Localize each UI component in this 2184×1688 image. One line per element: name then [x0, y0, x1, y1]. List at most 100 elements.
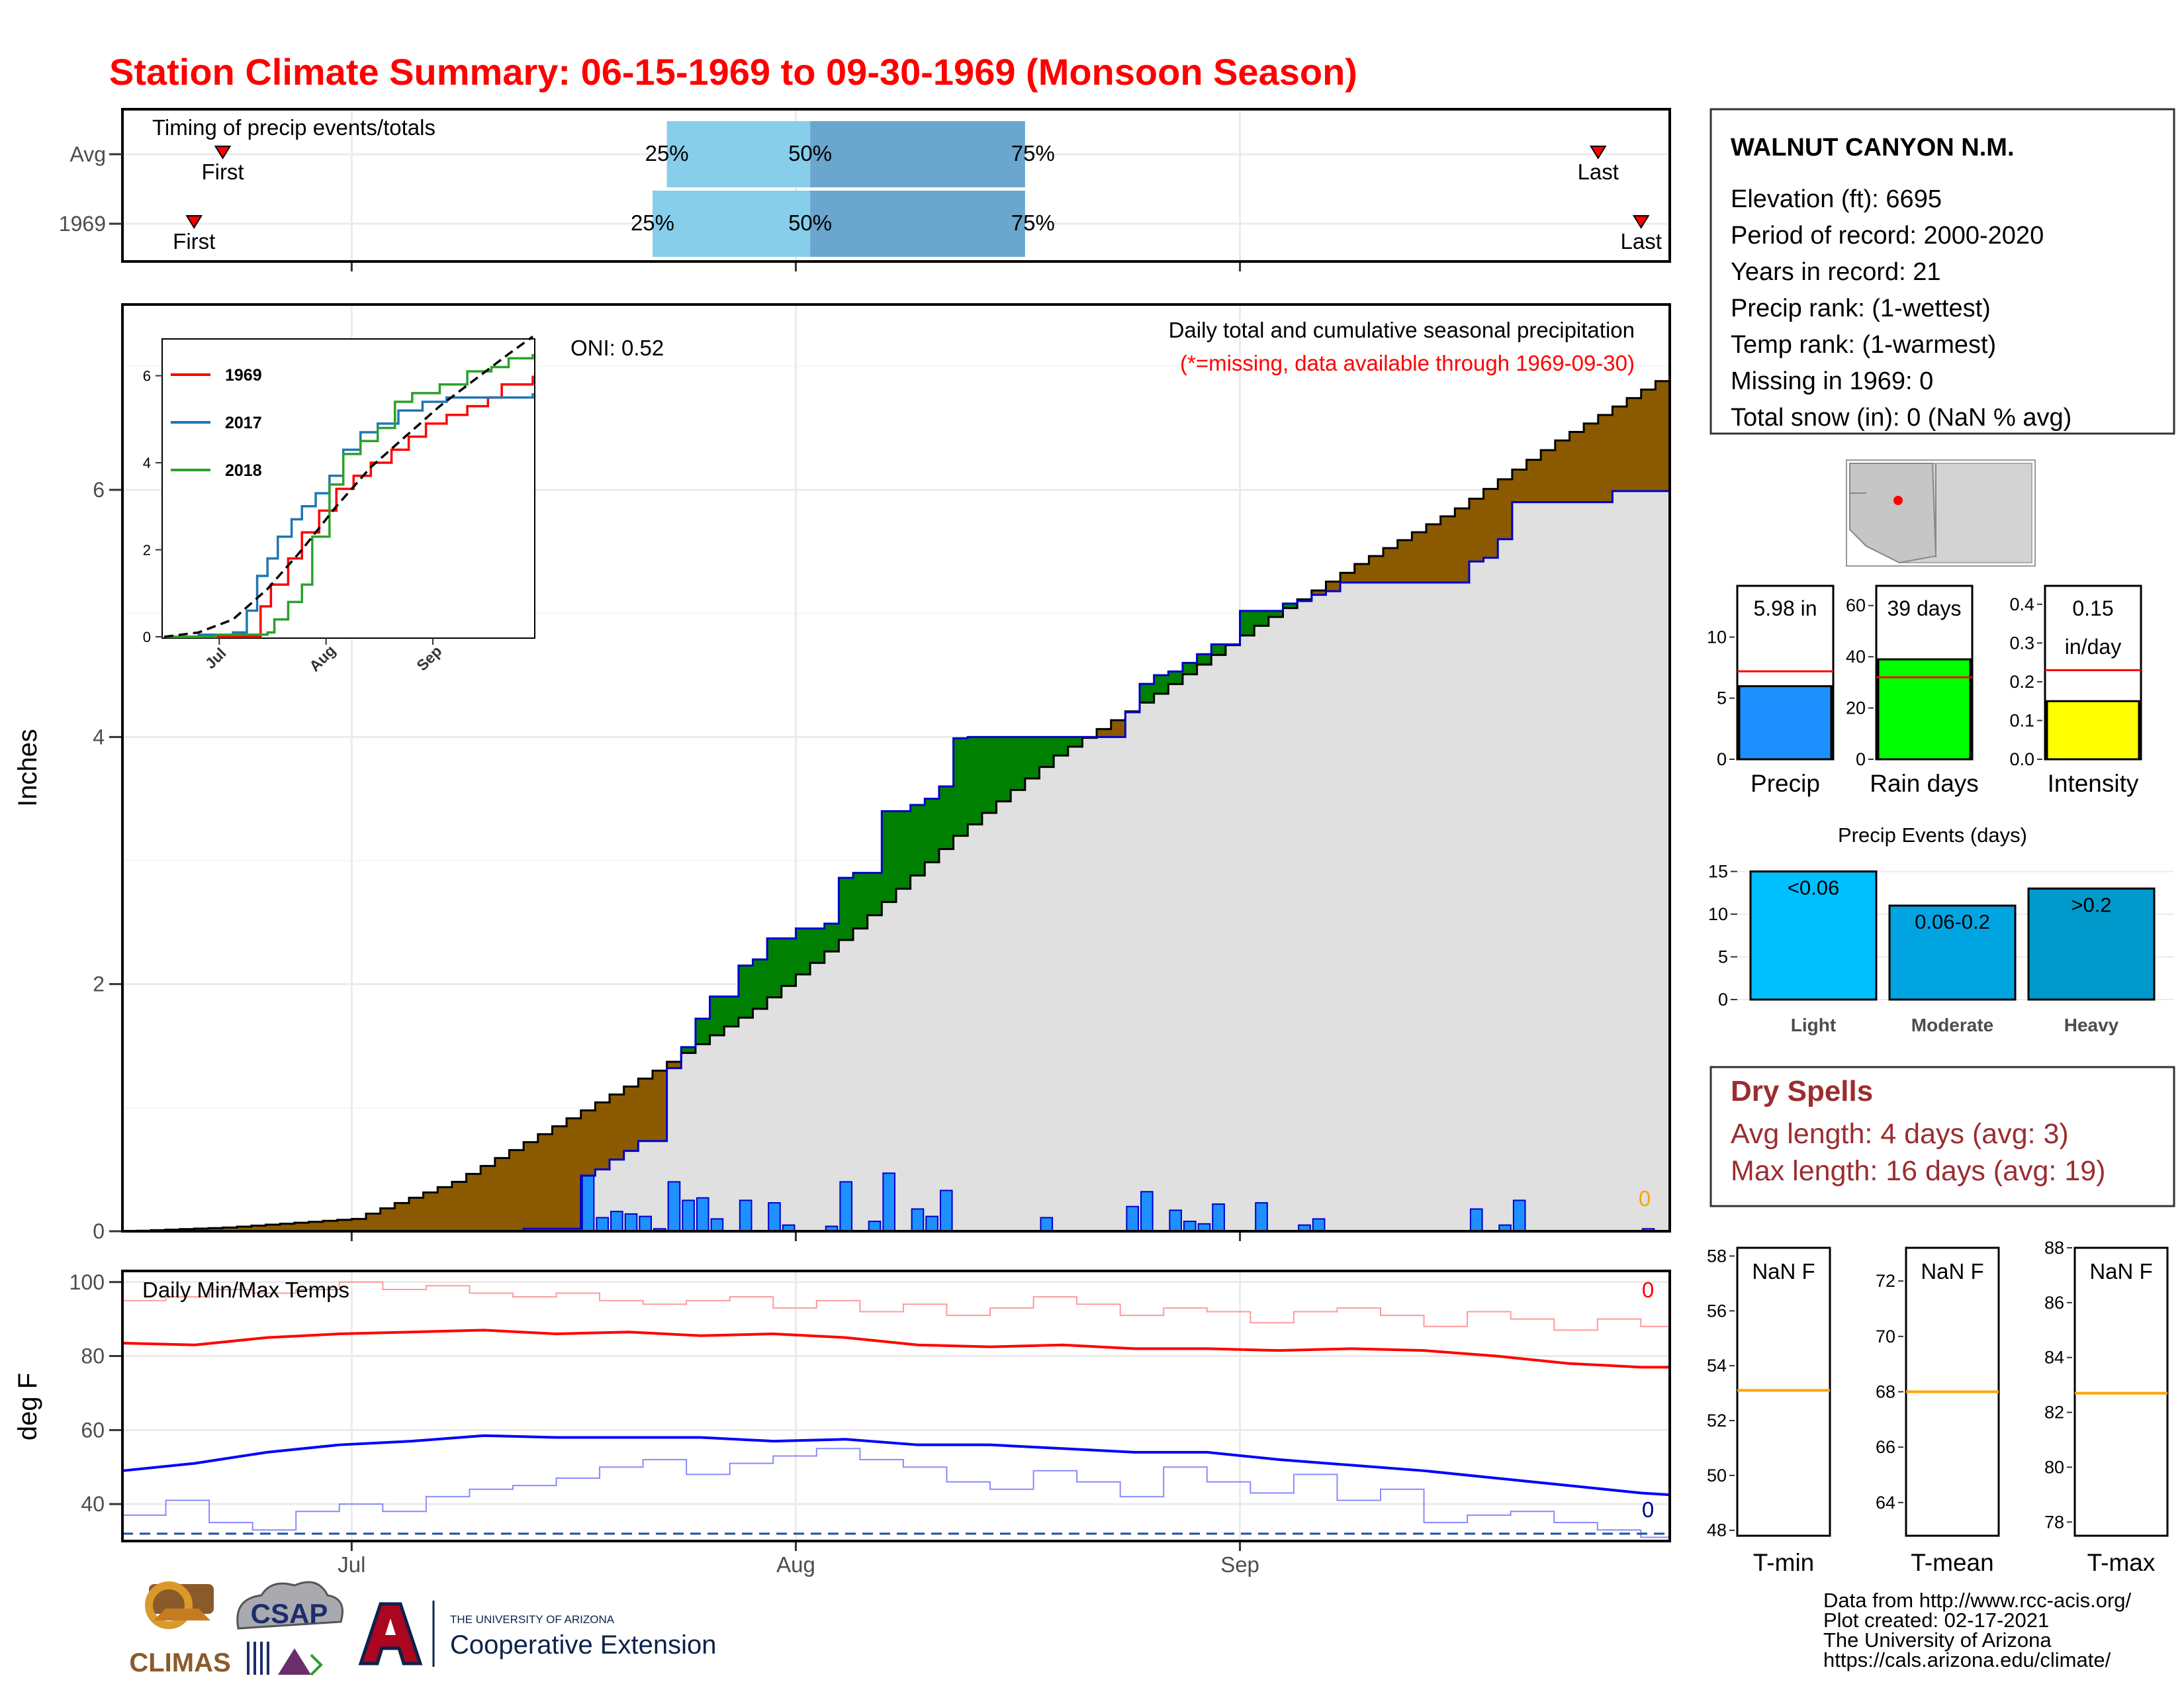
dry-spells-avg: Avg length: 4 days (avg: 3) — [1731, 1118, 2069, 1150]
timing-bar-lower — [666, 121, 811, 187]
timing-panel: 25% 50% 75% First Last 25% 50% 75% First Last Tim… — [59, 108, 1671, 271]
precip-ytick-label: 2 — [93, 972, 105, 996]
deficit-segment — [1541, 450, 1556, 502]
deficit-segment — [1469, 498, 1484, 562]
summary-ytick-label: 0 — [1856, 749, 1866, 769]
daily-precip-bar — [1040, 1217, 1054, 1233]
summary-category-label: Intensity — [2048, 770, 2139, 797]
oni-label: ONI: 0.52 — [570, 336, 664, 360]
precip-events-title: Precip Events (days) — [1838, 823, 2027, 847]
daily-precip-bar — [1255, 1202, 1268, 1232]
event-bar — [2027, 887, 2156, 1001]
event-category-label: Moderate — [1911, 1015, 1993, 1035]
deficit-segment — [423, 1192, 438, 1231]
timing-last-label: Last — [1578, 160, 1619, 184]
surplus-segment — [796, 928, 811, 974]
temp-summary-category-label: T-min — [1753, 1549, 1815, 1576]
deficit-segment — [323, 1221, 338, 1231]
surplus-segment — [695, 1018, 711, 1045]
temp-summary-frame — [2073, 1246, 2169, 1537]
deficit-segment — [1483, 489, 1498, 558]
deficit-segment — [580, 1110, 596, 1176]
surplus-segment — [1240, 610, 1255, 635]
station-line-years: Years in record: 21 — [1731, 258, 1941, 286]
surplus-segment — [1068, 737, 1083, 747]
surplus-segment — [1283, 603, 1298, 608]
deficit-segment — [337, 1219, 352, 1231]
temp-summary-ytick-label: 68 — [1876, 1382, 1895, 1402]
deficit-segment — [494, 1158, 510, 1231]
deficit-segment — [1641, 389, 1656, 491]
deficit-segment — [1627, 398, 1642, 491]
inset-legend-label: 1969 — [225, 366, 262, 385]
summary-value-label: 5.98 in — [1753, 596, 1817, 620]
temp-summary-ytick-label: 58 — [1707, 1246, 1727, 1266]
temp-summary-ytick-label: 72 — [1876, 1271, 1895, 1291]
timing-q75-label: 75% — [1011, 141, 1055, 165]
tmin-average-line — [122, 1434, 1670, 1497]
daily-precip-bar — [1183, 1221, 1197, 1232]
daily-precip-bar — [768, 1202, 781, 1232]
credit-line-url: https://cals.arizona.edu/climate/ — [1823, 1648, 2111, 1671]
deficit-segment — [1598, 414, 1614, 502]
deficit-segment — [652, 1070, 668, 1141]
temp-summary-category-label: T-max — [2087, 1549, 2156, 1576]
deficit-segment — [366, 1213, 381, 1231]
station-line-precip-rank: Precip rank: (1-wettest) — [1731, 295, 1991, 322]
events-ytick-label: 0 — [1718, 990, 1728, 1009]
daily-precip-bar — [939, 1190, 953, 1233]
timing-q25-label: 25% — [631, 211, 674, 235]
daily-precip-bar — [1169, 1209, 1182, 1233]
temp-summary-category-label: T-mean — [1911, 1549, 1993, 1576]
deficit-segment — [1440, 516, 1455, 583]
surplus-segment — [1054, 737, 1069, 756]
temp-summary-ytick-label: 78 — [2044, 1512, 2064, 1532]
surplus-segment — [1024, 737, 1040, 778]
deficit-segment — [1412, 532, 1427, 583]
deficit-segment — [1369, 556, 1384, 583]
deficit-segment — [666, 1062, 682, 1068]
event-bar-label: <0.06 — [1788, 876, 1839, 899]
tmin-missing-label: 0 — [1642, 1497, 1654, 1522]
daily-precip-bar — [1312, 1218, 1326, 1233]
dry-spells-max: Max length: 16 days (avg: 19) — [1731, 1155, 2105, 1187]
temp-summary-value-label: NaN F — [1752, 1259, 1815, 1284]
deficit-segment — [294, 1223, 310, 1231]
month-tick-label: Jul — [338, 1552, 365, 1577]
timing-q75-label: 75% — [1011, 211, 1055, 235]
deficit-segment — [394, 1203, 410, 1231]
surplus-segment — [839, 878, 854, 940]
surplus-segment — [738, 965, 754, 1018]
timing-last-marker — [1632, 215, 1650, 229]
summary-bar — [2046, 700, 2140, 761]
deficit-segment — [1326, 581, 1341, 592]
daily-precip-bar — [581, 1175, 595, 1232]
deficit-segment — [595, 1102, 610, 1170]
surplus-segment — [752, 959, 768, 1009]
timing-bar-lower — [652, 191, 811, 257]
timing-last-marker — [1589, 146, 1607, 160]
event-bar-label: >0.2 — [2071, 893, 2111, 916]
temp-summary-ytick-label: 56 — [1707, 1301, 1727, 1321]
surplus-segment — [953, 738, 968, 836]
deficit-segment — [222, 1227, 238, 1231]
events-ytick-label: 15 — [1708, 861, 1728, 881]
temp-title: Daily Min/Max Temps — [142, 1278, 349, 1302]
temp-summary-ytick-label: 86 — [2044, 1293, 2064, 1313]
deficit-segment — [265, 1225, 281, 1231]
temp-ylabel: deg F — [13, 1373, 42, 1440]
coop-extension-text: Cooperative Extension — [450, 1630, 716, 1660]
daily-precip-bar — [1212, 1203, 1225, 1233]
credit-line-created: Plot created: 02-17-2021 — [1823, 1609, 2049, 1632]
timing-first-label: First — [173, 229, 215, 254]
temp-ytick-label: 40 — [81, 1492, 105, 1516]
event-bar — [1749, 870, 1878, 1001]
timing-first-marker — [214, 146, 232, 160]
precip-ytick-label: 6 — [93, 478, 105, 502]
deficit-segment — [638, 1078, 653, 1141]
timing-q25-label: 25% — [645, 141, 689, 165]
temp-summary-panels: 48 50 52 54 56 58 NaN F T-min 64 66 68 70 72 NaN F T-m… — [1707, 1238, 2169, 1576]
deficit-segment — [537, 1134, 553, 1229]
inset-series-line — [164, 393, 534, 638]
